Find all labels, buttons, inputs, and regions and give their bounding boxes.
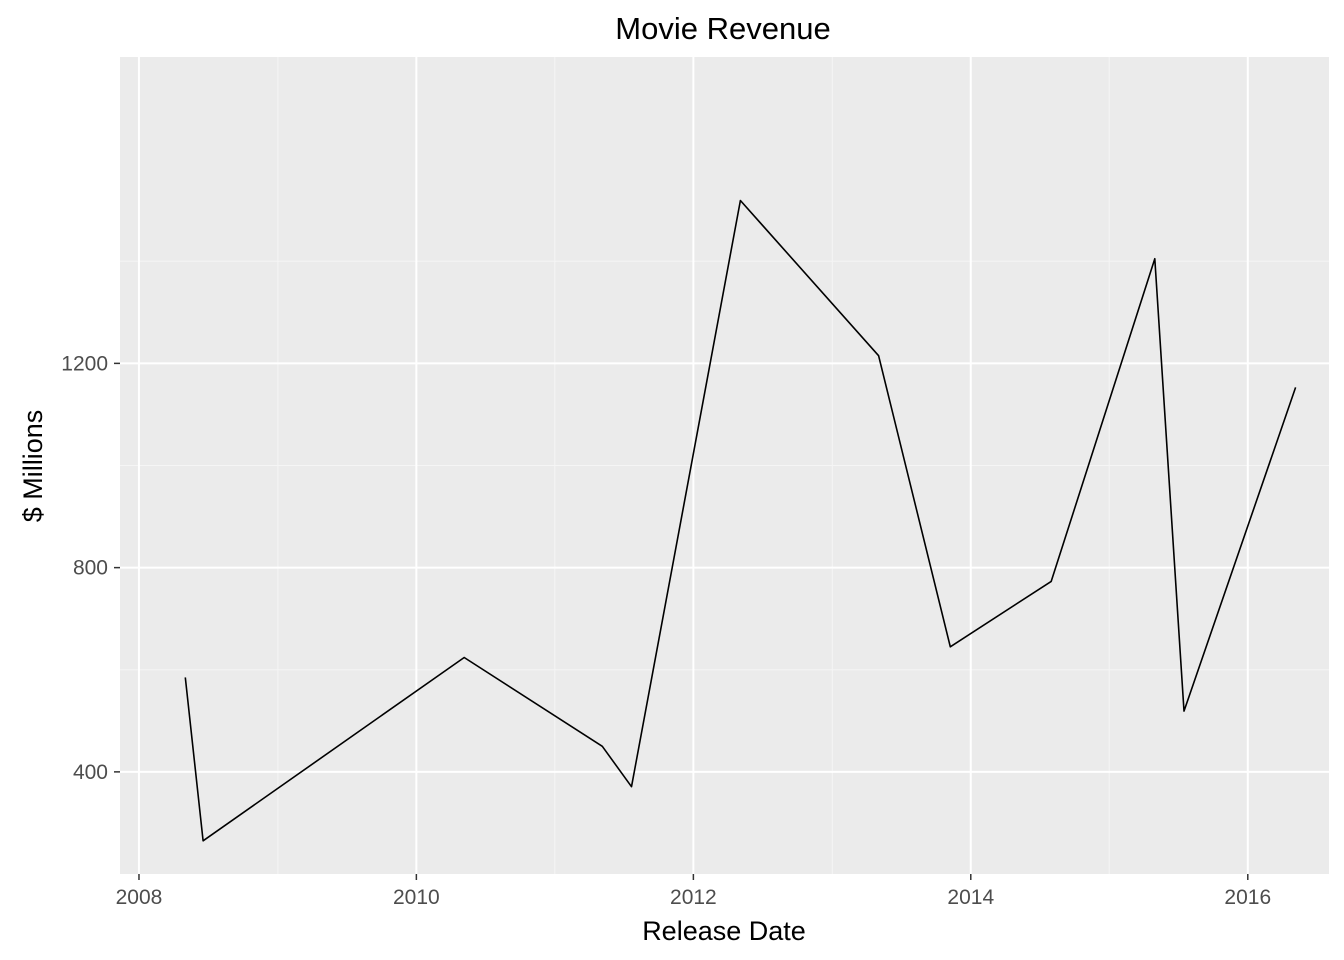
x-axis-title: Release Date — [642, 916, 806, 946]
x-tick-label-2: 2012 — [670, 886, 717, 909]
x-tick-label-0: 2008 — [116, 886, 163, 909]
y-tick-label-2: 1200 — [61, 352, 108, 375]
y-tick-label-0: 400 — [73, 761, 108, 784]
chart-title: Movie Revenue — [615, 11, 830, 46]
x-tick-label-3: 2014 — [947, 886, 994, 909]
y-axis-title: $ Millions — [18, 410, 48, 523]
x-tick-label-1: 2010 — [393, 886, 440, 909]
minor-gridlines — [120, 57, 1329, 874]
x-axis: 2008 2010 2012 2014 2016 — [116, 874, 1271, 909]
series-line-revenue — [184, 199, 1297, 842]
y-axis: 400 800 1200 — [61, 352, 120, 784]
x-tick-label-4: 2016 — [1224, 886, 1271, 909]
y-tick-label-1: 800 — [73, 557, 108, 580]
major-gridlines — [120, 57, 1329, 874]
